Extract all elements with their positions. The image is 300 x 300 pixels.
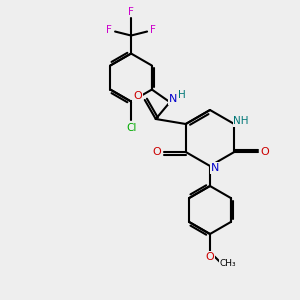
Text: O: O [261,147,270,157]
Text: O: O [206,252,214,262]
Text: N: N [211,163,219,173]
Text: F: F [150,25,156,34]
Text: CH₃: CH₃ [220,260,236,268]
Text: N: N [169,94,177,104]
Text: Cl: Cl [126,122,136,133]
Text: O: O [134,91,142,101]
Text: F: F [128,7,134,16]
Text: F: F [106,25,112,34]
Text: NH: NH [233,116,249,126]
Text: H: H [178,90,186,100]
Text: O: O [152,147,161,157]
